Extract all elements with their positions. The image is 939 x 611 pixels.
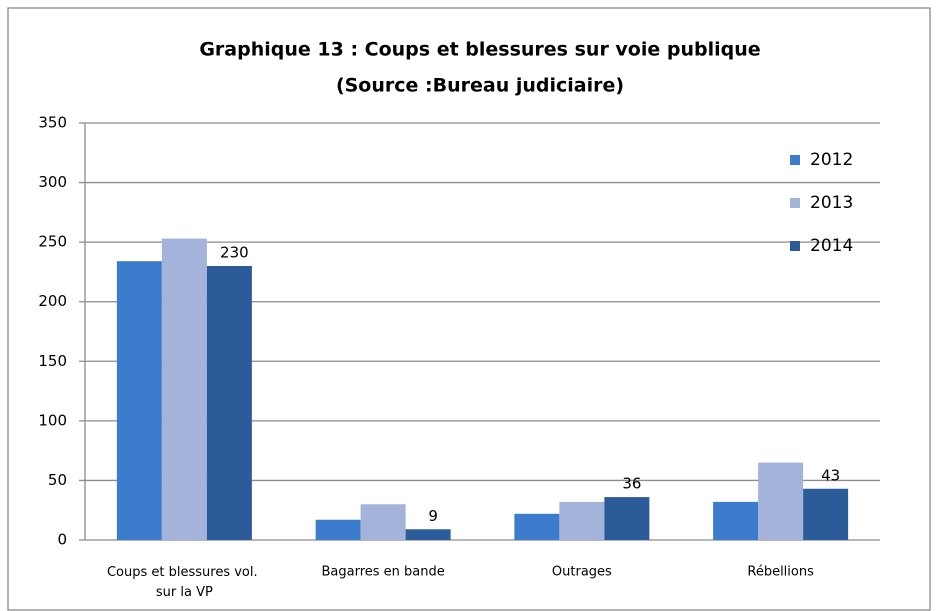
x-tick-label: Outrages [552, 565, 612, 580]
bar [758, 462, 804, 540]
y-tick-label: 0 [57, 531, 67, 549]
data-label: 230 [220, 243, 249, 261]
legend-swatch [790, 198, 800, 208]
y-tick-label: 50 [48, 471, 67, 489]
legend-swatch [790, 155, 800, 165]
bar [803, 488, 849, 540]
bar [604, 497, 650, 540]
bar [206, 265, 252, 540]
legend-swatch [790, 241, 800, 251]
bar [161, 238, 207, 540]
data-label: 9 [428, 507, 438, 525]
y-tick-label: 300 [38, 173, 67, 191]
y-tick-label: 350 [38, 114, 67, 132]
legend-label: 2012 [810, 150, 853, 170]
bar [514, 513, 560, 540]
chart-subtitle: (Source :Bureau judiciaire) [336, 75, 624, 97]
legend-label: 2013 [810, 193, 853, 213]
y-tick-label: 100 [38, 411, 67, 429]
chart-title: Graphique 13 : Coups et blessures sur vo… [199, 39, 760, 61]
data-label: 43 [821, 466, 840, 484]
bar [360, 504, 406, 540]
x-tick-label: Rébellions [747, 565, 814, 580]
y-tick-label: 150 [38, 352, 67, 370]
bar [315, 519, 361, 540]
data-label: 36 [622, 475, 641, 493]
bar [405, 529, 451, 540]
bar [713, 501, 759, 540]
x-tick-label: Bagarres en bande [321, 565, 444, 580]
bar [559, 501, 605, 540]
y-tick-label: 200 [38, 292, 67, 310]
bar [116, 261, 162, 540]
legend-label: 2014 [810, 236, 853, 256]
x-tick-label: Coups et blessures vol. sur la VP [107, 565, 262, 600]
y-tick-label: 250 [38, 233, 67, 251]
